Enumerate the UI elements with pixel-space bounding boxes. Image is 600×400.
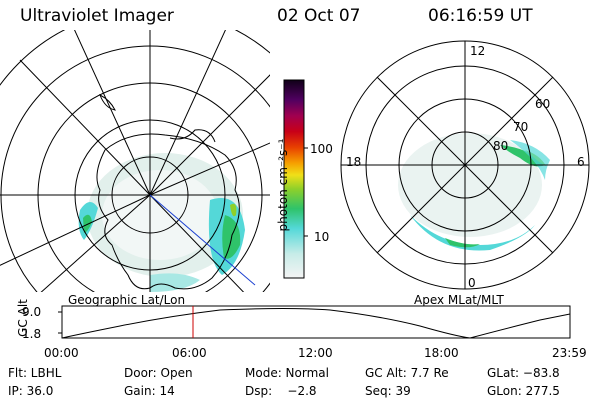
dsp-info: Dsp: −2.8 bbox=[245, 384, 317, 398]
filter-info: Flt: LBHL bbox=[8, 366, 62, 380]
gc-alt-info: GC Alt: 7.7 Re bbox=[365, 366, 449, 380]
geographic-map bbox=[0, 30, 270, 292]
colorbar-unit-label: photon cm⁻²s⁻¹ bbox=[276, 138, 290, 232]
time-tick-1800: 18:00 bbox=[424, 346, 459, 360]
door-info: Door: Open bbox=[124, 366, 193, 380]
magnetic-polar-plot bbox=[340, 40, 590, 290]
mlt-label-12: 12 bbox=[470, 44, 486, 58]
continent-outline bbox=[96, 133, 240, 290]
app-title: Ultraviolet Imager bbox=[20, 6, 174, 26]
time-tick-0000: 00:00 bbox=[44, 346, 79, 360]
altitude-curve bbox=[61, 308, 571, 339]
altitude-ytick-1-8: 1.8 bbox=[22, 327, 42, 341]
time-tick-0600: 06:00 bbox=[172, 346, 207, 360]
glat-info: GLat: −83.8 bbox=[487, 366, 560, 380]
time-label: 06:16:59 UT bbox=[428, 6, 533, 26]
mlt-label-0: 0 bbox=[468, 276, 476, 290]
altitude-ytick-9: 9.0 bbox=[22, 305, 42, 319]
mode-info: Mode: Normal bbox=[245, 366, 329, 380]
time-tick-1200: 12:00 bbox=[298, 346, 333, 360]
colorbar bbox=[283, 79, 308, 279]
colorbar-tick-100: 100 bbox=[310, 142, 333, 156]
seq-info: Seq: 39 bbox=[365, 384, 411, 398]
mlat-label-60: 60 bbox=[535, 97, 551, 111]
mlat-label-70: 70 bbox=[513, 120, 529, 134]
time-tick-2359: 23:59 bbox=[552, 346, 587, 360]
mlat-label-80: 80 bbox=[493, 139, 509, 153]
right-panel-caption: Apex MLat/MLT bbox=[414, 293, 504, 307]
glon-info: GLon: 277.5 bbox=[487, 384, 560, 398]
left-panel-caption: Geographic Lat/Lon bbox=[68, 293, 186, 307]
gain-info: Gain: 14 bbox=[124, 384, 175, 398]
mlt-label-18: 18 bbox=[346, 155, 362, 169]
colorbar-tick-10: 10 bbox=[314, 230, 330, 244]
altitude-plot bbox=[58, 305, 571, 339]
mlt-label-6: 6 bbox=[577, 155, 585, 169]
aurora-oval bbox=[398, 133, 542, 237]
date-label: 02 Oct 07 bbox=[277, 6, 361, 26]
satellite-track bbox=[149, 194, 256, 286]
ip-info: IP: 36.0 bbox=[8, 384, 54, 398]
